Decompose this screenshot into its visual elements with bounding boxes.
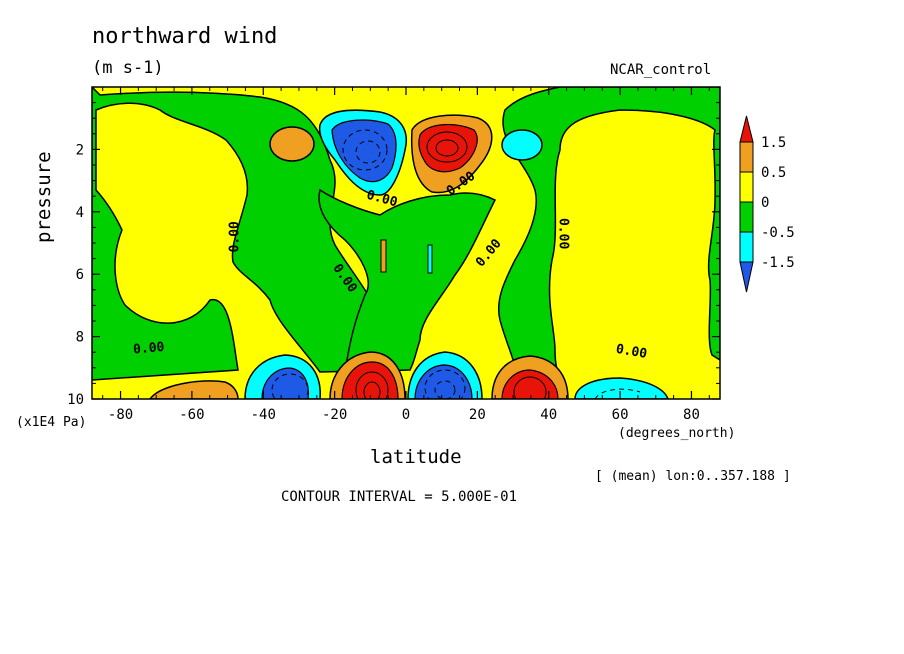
contour-label: 0.00: [444, 169, 478, 199]
colorbar-label: 0.5: [761, 165, 786, 181]
band-cyan-right-upper: [501, 129, 543, 161]
core-positive-lower-left-inner: [341, 361, 399, 399]
band-yellow-background: [92, 87, 720, 399]
band-cyan-right-lower: [574, 377, 669, 399]
colorbar-label: -1.5: [761, 255, 795, 271]
band-green-center: [318, 188, 497, 373]
x-tick-label: -40: [251, 407, 276, 423]
colorbar-label: -0.5: [761, 225, 795, 241]
colorbar-segment: [739, 171, 754, 203]
colorbar-segment: [739, 141, 754, 173]
y-tick-label: 6: [76, 267, 84, 283]
core-positive-lower-right: [491, 355, 569, 399]
contour-labels: 0.00 0.00 0.00 0.00 0.00 0.00 0.00 0.00: [133, 169, 649, 362]
x-tick-label: 0: [402, 407, 410, 423]
plot-frame: [91, 86, 721, 400]
x-tick-label: 20: [469, 407, 486, 423]
band-orange-left-lower: [149, 380, 239, 399]
positive-contours: [355, 131, 547, 399]
x-tick-label: -20: [322, 407, 347, 423]
band-green-right: [497, 87, 720, 386]
x-axis-units: (degrees_north): [618, 426, 736, 441]
colorbar-segment: [739, 261, 754, 293]
x-tick-label: 40: [540, 407, 557, 423]
contour-label: 0.00: [365, 188, 399, 211]
contour-label: 0.00: [133, 340, 166, 358]
band-orange-strip: [380, 239, 387, 273]
x-axis-label: latitude: [370, 446, 462, 468]
y-tick-label: 2: [76, 142, 84, 158]
colorbar-label: 0: [761, 195, 769, 211]
y-tick-label: 10: [67, 392, 84, 408]
colorbar-label: 1.5: [761, 135, 786, 151]
band-orange-left-upper: [269, 126, 315, 162]
contour-label: 0.00: [473, 236, 505, 270]
core-negative-lower-right-inner: [414, 364, 473, 399]
core-negative-lower-left-inner: [261, 367, 310, 399]
y-tick-label: 8: [76, 330, 84, 346]
chart-title: northward wind: [92, 24, 278, 49]
core-positive-upper-inner: [418, 124, 478, 173]
core-negative-lower-right: [407, 351, 483, 399]
colorbar-segment: [739, 115, 754, 143]
core-positive-lower-left: [329, 351, 406, 399]
core-positive-lower-right-inner: [501, 369, 559, 399]
y-tick-label: 4: [76, 205, 84, 221]
averaging-note: [ (mean) lon:0..357.188 ]: [595, 469, 791, 484]
y-axis-units: (x1E4 Pa): [16, 415, 87, 430]
axis-tick-labels: -80 -60 -40 -20 0 20 40 60 80 2 4 6 8 10: [67, 142, 700, 423]
x-tick-label: -80: [108, 407, 133, 423]
core-negative-upper: [318, 109, 407, 196]
band-cyan-strip: [427, 244, 433, 274]
contour-label: 0.00: [555, 218, 570, 249]
band-green-left: [92, 87, 402, 381]
colorbar-segment: [739, 201, 754, 233]
axis-ticks: [92, 87, 720, 400]
colorbar-segment: [739, 231, 754, 263]
x-tick-label: -60: [179, 407, 204, 423]
contour-label: 0.00: [330, 261, 360, 295]
core-negative-upper-inner: [331, 119, 397, 183]
negative-contours: [271, 129, 641, 399]
core-negative-lower-left: [244, 354, 321, 399]
contour-label: 0.00: [615, 342, 649, 362]
dataset-name: NCAR_control: [610, 62, 712, 78]
core-positive-upper: [410, 114, 493, 194]
x-tick-label: 60: [612, 407, 629, 423]
x-tick-label: 80: [683, 407, 700, 423]
colorbar: 1.5 0.5 0 -0.5 -1.5: [739, 115, 795, 293]
y-axis-label: pressure: [33, 151, 55, 243]
contour-label: 0.00: [227, 221, 242, 252]
contour-interval-note: CONTOUR INTERVAL = 5.000E-01: [281, 489, 518, 505]
chart-units: (m s-1): [92, 58, 164, 78]
